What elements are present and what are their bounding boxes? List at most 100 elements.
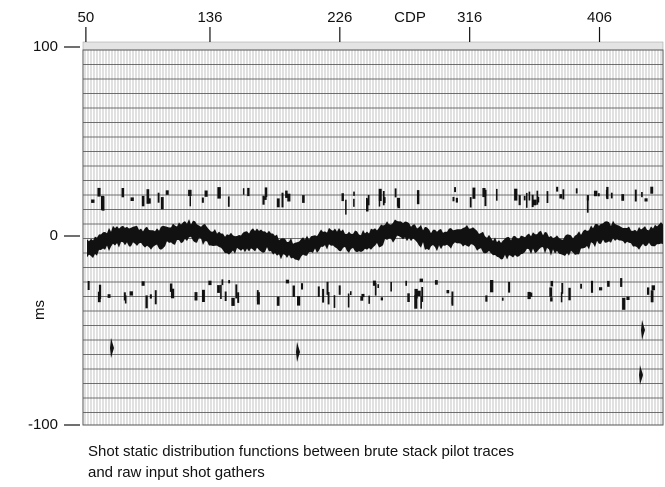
y-tick-label: 0 <box>50 227 58 244</box>
wiggle-event <box>338 285 341 295</box>
wiggle-event <box>148 198 151 204</box>
wiggle-event <box>597 193 600 197</box>
wiggle-event <box>518 195 521 206</box>
wiggle-event <box>508 281 511 293</box>
wiggle-event <box>472 187 476 199</box>
wiggle-event <box>368 295 371 304</box>
wiggle-band <box>87 219 663 261</box>
x-tick-label: 406 <box>587 9 612 26</box>
wiggle-event <box>484 193 487 207</box>
wiggle-event <box>347 293 350 308</box>
wiggle-event <box>610 192 613 199</box>
wiggle-event <box>451 291 454 306</box>
wiggle-event <box>593 190 598 197</box>
wiggle-event <box>98 284 102 299</box>
trace-panel <box>82 41 664 426</box>
wiggle-event <box>220 284 222 299</box>
wiggle-event <box>562 189 565 200</box>
wiggle-event <box>221 279 224 286</box>
wiggle-event <box>639 365 643 385</box>
wiggle-event <box>650 186 654 194</box>
wiggle-event <box>281 192 284 208</box>
wiggle-event <box>647 287 650 295</box>
wiggle-event <box>217 187 221 199</box>
wiggle-event <box>580 283 582 289</box>
wiggle-event <box>202 289 205 302</box>
wiggle-event <box>419 278 423 282</box>
header-band <box>82 41 664 51</box>
wiggle-event <box>201 197 204 203</box>
wiggle-event <box>529 292 533 297</box>
wiggle-event <box>560 292 563 303</box>
wiggle-event <box>149 294 152 299</box>
wiggle-event <box>528 191 531 201</box>
wiggle-event <box>641 320 645 340</box>
wiggle-event <box>361 293 365 298</box>
wiggle-event <box>227 196 230 207</box>
wiggle-event <box>107 294 111 298</box>
wiggle-event <box>644 198 648 202</box>
wiggle-event <box>650 290 654 303</box>
wiggle-event <box>377 284 380 288</box>
wiggle-event <box>264 187 268 198</box>
wiggle-event <box>531 194 534 208</box>
wiggle-event <box>407 293 410 302</box>
wiggle-event <box>550 280 554 287</box>
y-axis-label: ms <box>31 300 48 320</box>
wiggle-event <box>350 291 352 296</box>
wiggle-event <box>416 190 420 205</box>
wiggle-event <box>527 291 531 300</box>
wiggle-event <box>586 195 589 201</box>
wiggle-event <box>556 186 559 192</box>
wiggle-event <box>285 190 288 198</box>
wiggle-event <box>367 194 370 206</box>
wiggle-event <box>302 195 305 203</box>
wiggle-event <box>141 281 145 286</box>
wiggle-event <box>394 188 397 198</box>
wiggle-event <box>383 197 386 204</box>
wiggle-event <box>514 188 518 201</box>
wiggle-event <box>208 280 212 286</box>
wiggle-event <box>97 187 101 197</box>
wiggle-event <box>345 199 347 215</box>
wiggle-event <box>390 281 392 292</box>
wiggle-event <box>322 288 325 303</box>
wiggle-event <box>110 338 114 358</box>
wiggle-event <box>189 196 192 207</box>
wiggle-event <box>626 296 630 300</box>
x-axis-label: CDP <box>394 9 426 26</box>
wiggle-event <box>263 196 267 200</box>
caption: Shot static distribution functions betwe… <box>88 443 514 460</box>
wiggle-event <box>341 193 344 202</box>
wiggle-event <box>145 295 148 309</box>
wiggle-event <box>446 290 450 294</box>
wiggle-event <box>231 297 235 306</box>
wiggle-event <box>102 196 105 211</box>
wiggle-event <box>550 297 553 302</box>
wiggle-event <box>194 292 198 301</box>
wiggle-event <box>469 197 472 208</box>
wiggle-event <box>169 283 173 292</box>
wiggle-event <box>287 193 291 202</box>
wiggle-event <box>292 285 295 297</box>
wiggle-event <box>224 291 227 301</box>
wiggle-event <box>651 285 655 291</box>
wiggle-event <box>490 280 494 293</box>
wiggle-event <box>405 280 408 286</box>
wiggle-event <box>434 280 438 285</box>
wiggle-event <box>421 287 424 302</box>
wiggle-event <box>549 287 553 297</box>
wiggle-event <box>262 195 265 205</box>
wiggle-event <box>353 198 355 207</box>
wiggle-event <box>242 188 245 195</box>
wiggle-event <box>414 288 418 299</box>
wiggle-event <box>217 285 220 293</box>
wiggle-event <box>87 281 90 290</box>
wiggle-event <box>123 292 126 301</box>
wiggle-event <box>157 192 160 203</box>
wiggle-event <box>501 297 504 301</box>
wiggle-event <box>622 297 626 310</box>
wiggle-event <box>641 192 643 198</box>
wiggle-event <box>599 287 603 291</box>
wiggle-event <box>417 290 421 296</box>
